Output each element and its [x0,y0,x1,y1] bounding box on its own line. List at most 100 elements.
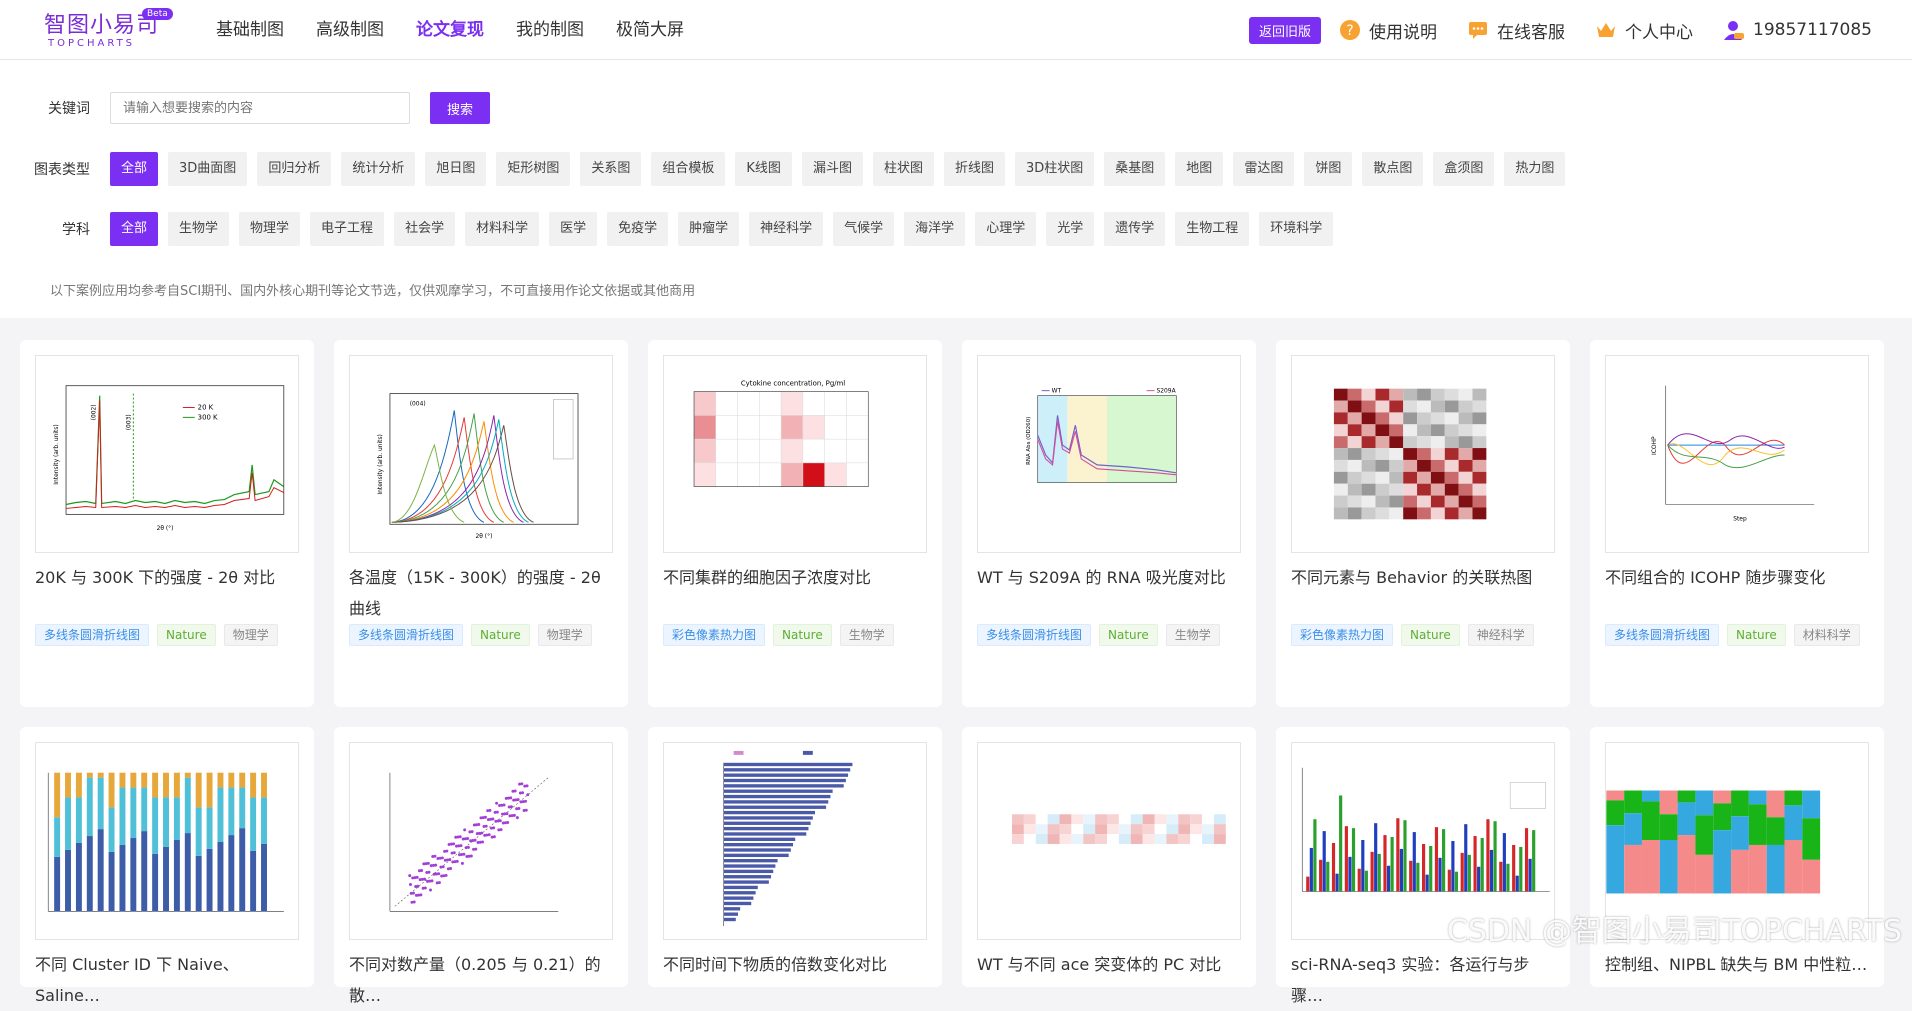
subject-chip[interactable]: 海洋学 [904,212,965,246]
nav-paper-reproduction[interactable]: 论文复现 [416,0,484,60]
tag-journal[interactable]: Nature [1099,624,1158,646]
subject-chip[interactable]: 生物学 [168,212,229,246]
tag-journal[interactable]: Nature [773,624,832,646]
heatmap-cell [1012,834,1024,844]
tag-subject[interactable]: 物理学 [224,624,278,646]
scatter-point [462,838,465,841]
type-chip[interactable]: 3D曲面图 [168,152,247,186]
profile-link[interactable]: 个人中心 [1595,18,1693,43]
subject-chip[interactable]: 光学 [1046,212,1094,246]
subject-chip[interactable]: 材料科学 [465,212,539,246]
type-chip[interactable]: 漏斗图 [802,152,863,186]
help-link[interactable]: ? 使用说明 [1339,18,1437,43]
search-input[interactable] [110,92,410,124]
type-chip[interactable]: 雷达图 [1233,152,1294,186]
bar [1409,861,1412,892]
tag-subject[interactable]: 物理学 [538,624,592,646]
old-version-button[interactable]: 返回旧版 [1249,17,1321,44]
case-card[interactable]: (004) 2θ (°) Intensity (arb. units) 各温度（… [334,340,628,707]
user-account[interactable]: 19857117085 [1723,19,1872,41]
type-chip[interactable]: K线图 [735,152,792,186]
subject-chip[interactable]: 肿瘤学 [678,212,739,246]
tag-subject[interactable]: 生物学 [1166,624,1220,646]
subject-chip[interactable]: 气候学 [833,212,894,246]
case-card[interactable]: WT 与不同 ace 突变体的 PC 对比 [962,727,1256,987]
subject-chip[interactable]: 电子工程 [310,212,384,246]
bar-segment [141,788,147,832]
logo[interactable]: 智图小易司 TOPCHARTS Beta [44,14,174,54]
case-card[interactable]: Step ICOHP 不同组合的 ICOHP 随步骤变化 多线条圆滑折线图 Na… [1590,340,1884,707]
heatmap-cell [1348,460,1362,472]
bar-segment [196,807,202,856]
heatmap-cell [1143,834,1155,844]
case-card[interactable]: 不同对数产量（0.205 与 0.21）的散… [334,727,628,987]
type-chip[interactable]: 3D柱状图 [1015,152,1094,186]
type-chip[interactable]: 组合模板 [651,152,725,186]
type-chip[interactable]: 回归分析 [257,152,331,186]
bar [1519,847,1522,892]
subject-chip[interactable]: 遗传学 [1104,212,1165,246]
type-chip[interactable]: 地图 [1175,152,1223,186]
subject-chip[interactable]: 生物工程 [1175,212,1249,246]
tag-journal[interactable]: Nature [1727,624,1786,646]
case-card[interactable]: (003) (002) 20 K 300 K 2θ (°) Intensity … [20,340,314,707]
subject-chip[interactable]: 社会学 [394,212,455,246]
tag-journal[interactable]: Nature [1401,624,1460,646]
type-chip[interactable]: 关系图 [580,152,641,186]
subject-chip[interactable]: 物理学 [239,212,300,246]
type-chip[interactable]: 统计分析 [341,152,415,186]
case-card[interactable]: 不同时间下物质的倍数变化对比 [648,727,942,987]
tag-chart-type[interactable]: 彩色像素热力图 [1291,624,1393,646]
subject-chip[interactable]: 神经科学 [749,212,823,246]
scatter-point [436,881,439,884]
subject-chip[interactable]: 心理学 [975,212,1036,246]
heatmap-cell [1071,814,1083,824]
type-chip[interactable]: 柱状图 [873,152,934,186]
tag-chart-type[interactable]: 多线条圆滑折线图 [977,624,1091,646]
case-card[interactable]: 不同 Cluster ID 下 Naive、Saline… [20,727,314,987]
bar-segment [1624,791,1642,814]
type-chip[interactable]: 桑基图 [1104,152,1165,186]
tag-subject[interactable]: 神经科学 [1468,624,1534,646]
type-chip[interactable]: 旭日图 [425,152,486,186]
bar-segment [87,836,93,911]
type-chip[interactable]: 散点图 [1362,152,1423,186]
case-card[interactable]: Cytokine concentration, Pg/ml 不同集群的细胞因子浓… [648,340,942,707]
subject-chip[interactable]: 免疫学 [607,212,668,246]
tag-journal[interactable]: Nature [471,624,530,646]
type-chip[interactable]: 热力图 [1504,152,1565,186]
tag-chart-type[interactable]: 多线条圆滑折线图 [349,624,463,646]
heatmap-cell [1166,824,1178,834]
case-card[interactable]: 不同元素与 Behavior 的关联热图 彩色像素热力图 Nature 神经科学 [1276,340,1570,707]
card-title: 控制组、NIPBL 缺失与 BM 中性粒… [1605,949,1873,980]
type-chip[interactable]: 盒须图 [1433,152,1494,186]
type-chip[interactable]: 折线图 [944,152,1005,186]
heatmap-cell [1472,496,1486,508]
scatter-point [508,806,511,809]
case-card[interactable]: WT S209A RNA Abs (OD260) WT 与 S209A 的 RN… [962,340,1256,707]
subject-chip[interactable]: 全部 [110,212,158,246]
heatmap-cell [1389,460,1403,472]
nav-my-charts[interactable]: 我的制图 [516,0,584,60]
tag-chart-type[interactable]: 彩色像素热力图 [663,624,765,646]
bar-segment [1749,804,1767,845]
bar [1442,829,1445,891]
type-chip[interactable]: 全部 [110,152,158,186]
search-button[interactable]: 搜索 [430,92,490,124]
type-chip[interactable]: 矩形树图 [496,152,570,186]
tag-subject[interactable]: 材料科学 [1794,624,1860,646]
service-link[interactable]: 在线客服 [1467,18,1565,43]
tag-journal[interactable]: Nature [157,624,216,646]
type-chip[interactable]: 饼图 [1304,152,1352,186]
heatmap-cell [1214,824,1226,834]
heatmap-cell [1024,814,1036,824]
nav-advanced-charts[interactable]: 高级制图 [316,0,384,60]
nav-minimal-dashboard[interactable]: 极简大屏 [616,0,684,60]
subject-chip[interactable]: 医学 [549,212,597,246]
card-thumbnail: Cytokine concentration, Pg/ml [663,355,927,553]
tag-subject[interactable]: 生物学 [840,624,894,646]
nav-basic-charts[interactable]: 基础制图 [216,0,284,60]
subject-chip[interactable]: 环境科学 [1259,212,1333,246]
tag-chart-type[interactable]: 多线条圆滑折线图 [35,624,149,646]
tag-chart-type[interactable]: 多线条圆滑折线图 [1605,624,1719,646]
